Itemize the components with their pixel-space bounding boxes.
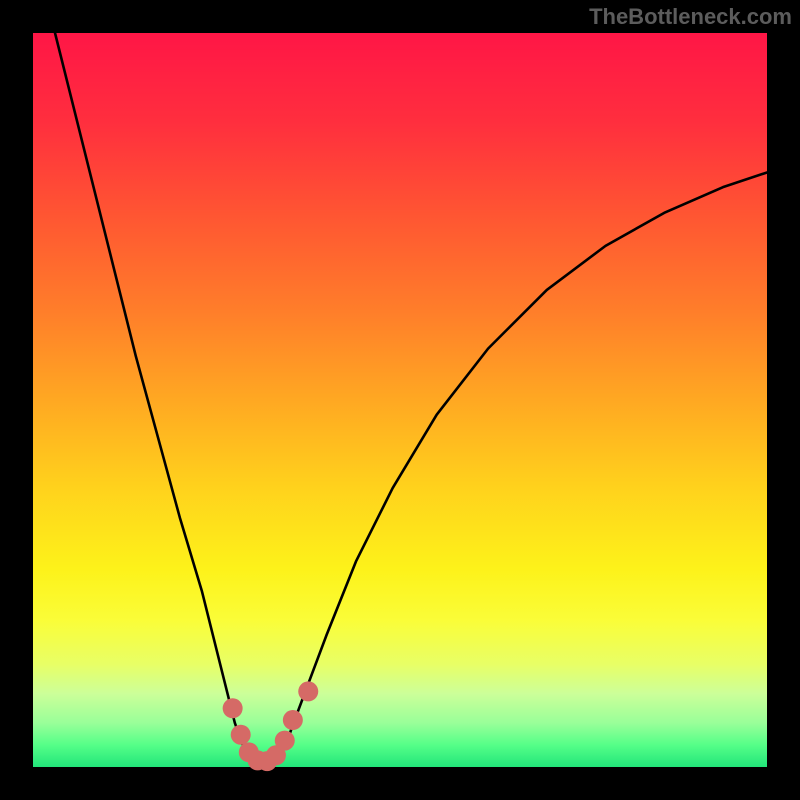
- curve-marker: [231, 725, 251, 745]
- bottleneck-chart: [0, 0, 800, 800]
- curve-marker: [223, 698, 243, 718]
- plot-background: [33, 33, 767, 767]
- chart-container: TheBottleneck.com: [0, 0, 800, 800]
- curve-marker: [298, 681, 318, 701]
- curve-marker: [283, 710, 303, 730]
- curve-marker: [275, 731, 295, 751]
- watermark-text: TheBottleneck.com: [589, 4, 792, 30]
